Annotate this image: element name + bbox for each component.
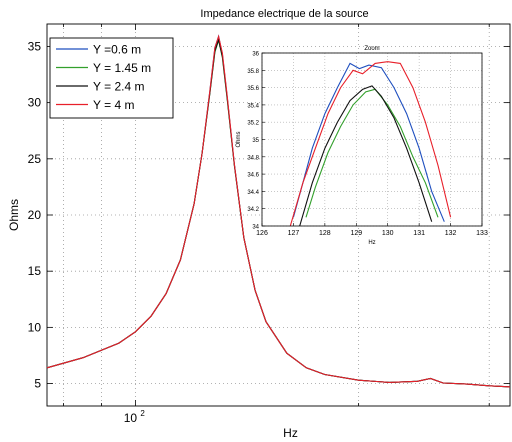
legend-label-2: Y = 1.45 m [93,61,151,75]
inset-y-tick-label: 35.4 [247,103,259,109]
inset-series-group [289,61,452,226]
inset-x-tick-label: 128 [319,230,331,237]
plot-frame [46,23,511,407]
series-line-4 [46,34,511,388]
inset-series-line-4 [289,61,452,226]
inset-frame [261,52,483,227]
inset-y-tick-label: 36 [252,52,259,58]
y-tick-label: 5 [34,377,41,391]
inset-y-tick-label: 34.6 [247,173,259,179]
x-axis-label: Hz [283,426,298,440]
inset-x-tick-label: 127 [288,230,300,237]
inset-y-tick-label: 34.4 [247,190,259,196]
inset-series-line-2 [305,88,439,218]
chart-title: Impedance electrique de la source [200,8,368,20]
y-tick-label: 10 [28,320,42,334]
inset-x-tick-label: 126 [256,230,268,237]
inset-y-tick-label: 34.8 [247,155,259,161]
y-tick-label: 30 [28,96,42,110]
inset-y-axis-label: Ohms [236,131,242,147]
y-tick-label: 15 [28,264,42,278]
y-tick-label: 35 [28,39,42,53]
inset-title: Zoom [364,46,379,52]
legend-label-1: Y =0.6 m [93,43,141,57]
legend-label-4: Y = 4 m [93,98,134,112]
inset-y-tick-label: 34.2 [247,207,259,213]
inset-y-tick-label: 35.8 [247,69,259,75]
inset-x-tick-label: 132 [445,230,457,237]
inset-x-axis-label: Hz [368,240,375,246]
inset-x-tick-label: 130 [382,230,394,237]
legend: Y =0.6 m Y = 1.45 m Y = 2.4 m Y = 4 m [49,37,174,119]
zoom-inset-chart: 126 127 128 129 130 131 132 133 34 34.2 34.4 34.6 34… [236,46,488,246]
inset-y-tick-label: 35.2 [247,121,259,127]
y-tick-label: 25 [28,152,42,166]
inset-x-tick-label: 131 [413,230,425,237]
inset-x-tick-label: 133 [476,230,488,237]
inset-y-tick-label: 35.6 [247,86,259,92]
y-axis-label: Ohms [7,199,21,231]
x-tick-label-exponent: 2 [140,409,145,418]
y-tick-label: 20 [28,208,42,222]
inset-x-tick-label: 129 [350,230,362,237]
inset-y-tick-label: 34 [252,225,259,231]
legend-label-3: Y = 2.4 m [93,80,144,94]
inset-series-line-3 [299,85,433,226]
x-tick-label: 10 [124,411,138,425]
inset-y-tick-label: 35 [252,138,259,144]
inset-series-line-1 [292,62,445,222]
